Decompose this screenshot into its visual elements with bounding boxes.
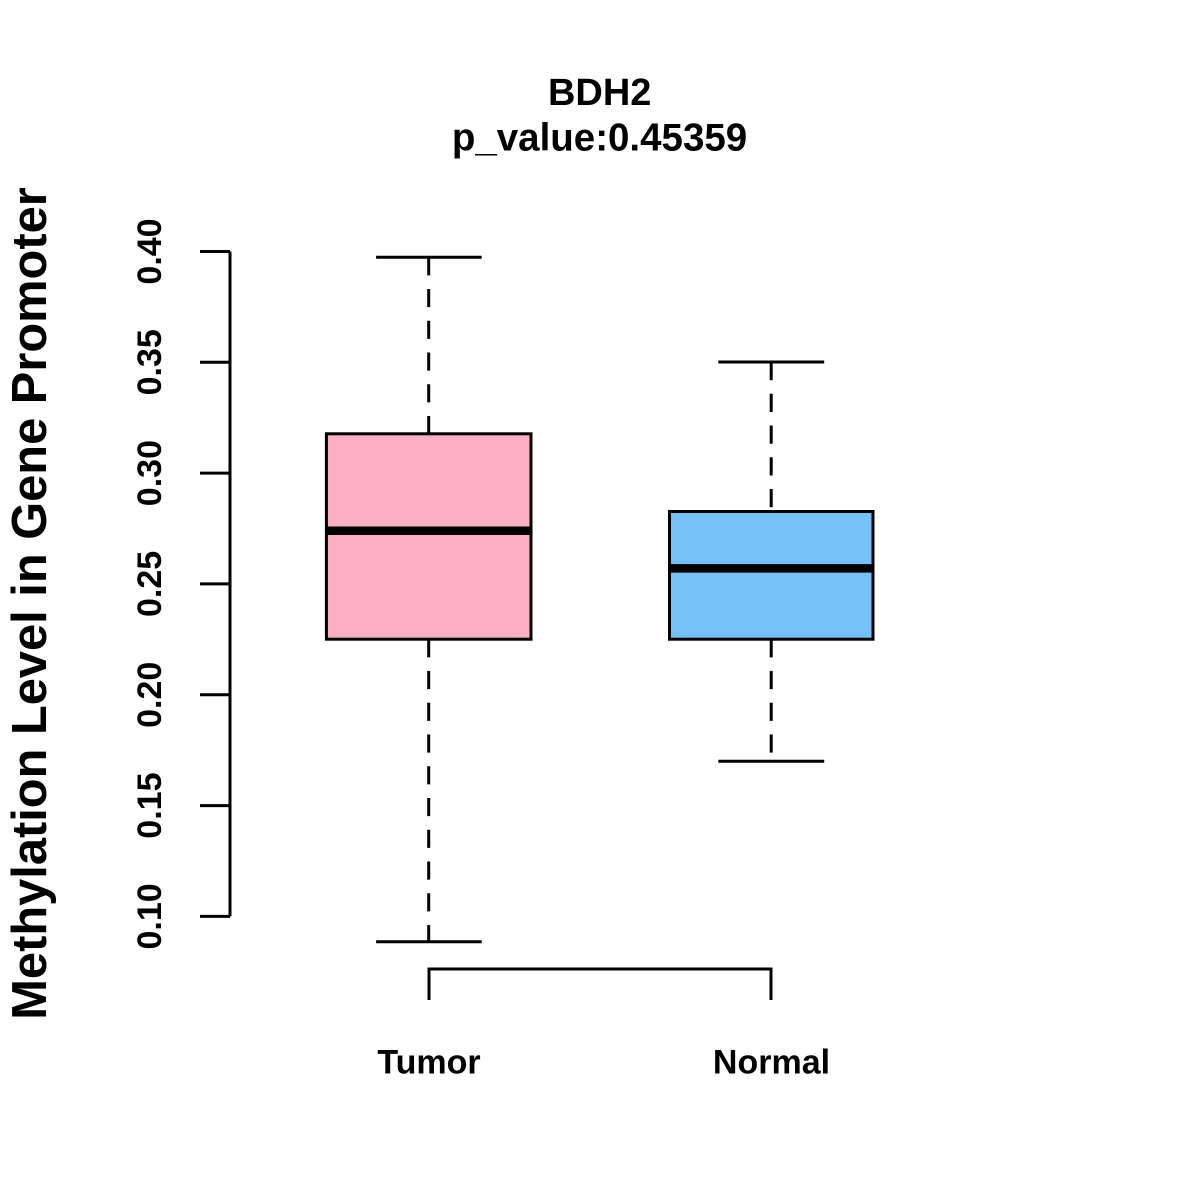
- svg-text:p_value:0.45359: p_value:0.45359: [452, 117, 747, 160]
- svg-text:0.20: 0.20: [131, 662, 169, 728]
- svg-text:Tumor: Tumor: [377, 1044, 480, 1082]
- svg-text:0.10: 0.10: [131, 883, 169, 949]
- svg-text:0.40: 0.40: [131, 218, 169, 284]
- svg-text:Normal: Normal: [713, 1044, 830, 1082]
- svg-text:BDH2: BDH2: [548, 72, 651, 114]
- svg-text:0.15: 0.15: [131, 773, 169, 839]
- svg-text:0.35: 0.35: [131, 329, 169, 395]
- svg-text:0.30: 0.30: [131, 440, 169, 506]
- svg-text:0.25: 0.25: [131, 551, 169, 617]
- svg-text:Methylation Level in Gene Prom: Methylation Level in Gene Promoter: [3, 187, 57, 1019]
